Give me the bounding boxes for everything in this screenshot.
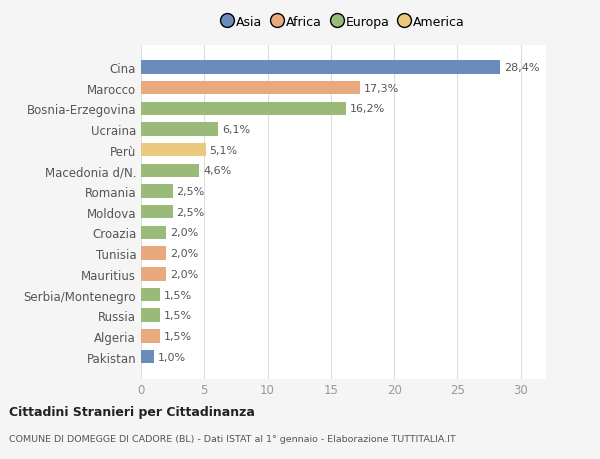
Bar <box>141 309 160 322</box>
Bar <box>141 144 206 157</box>
Bar <box>141 350 154 364</box>
Bar <box>141 82 360 95</box>
Text: 17,3%: 17,3% <box>364 84 399 93</box>
Text: 16,2%: 16,2% <box>350 104 385 114</box>
Bar <box>141 268 166 281</box>
Legend: Asia, Africa, Europa, America: Asia, Africa, Europa, America <box>218 12 469 33</box>
Text: 2,0%: 2,0% <box>170 228 199 238</box>
Text: 2,5%: 2,5% <box>176 187 205 196</box>
Text: 1,5%: 1,5% <box>164 290 192 300</box>
Text: 1,5%: 1,5% <box>164 331 192 341</box>
Text: 1,0%: 1,0% <box>157 352 185 362</box>
Text: 5,1%: 5,1% <box>209 146 238 155</box>
Bar <box>141 123 218 136</box>
Text: 1,5%: 1,5% <box>164 311 192 320</box>
Bar <box>141 226 166 240</box>
Bar <box>141 102 346 116</box>
Bar <box>141 206 173 219</box>
Bar <box>141 61 500 74</box>
Bar <box>141 330 160 343</box>
Text: 6,1%: 6,1% <box>222 125 250 134</box>
Bar <box>141 288 160 302</box>
Bar <box>141 164 199 178</box>
Text: 4,6%: 4,6% <box>203 166 231 176</box>
Text: 2,0%: 2,0% <box>170 249 199 258</box>
Text: 2,5%: 2,5% <box>176 207 205 217</box>
Bar <box>141 247 166 260</box>
Text: COMUNE DI DOMEGGE DI CADORE (BL) - Dati ISTAT al 1° gennaio - Elaborazione TUTTI: COMUNE DI DOMEGGE DI CADORE (BL) - Dati … <box>9 434 456 442</box>
Bar <box>141 185 173 198</box>
Text: 2,0%: 2,0% <box>170 269 199 279</box>
Text: 28,4%: 28,4% <box>504 63 540 73</box>
Text: Cittadini Stranieri per Cittadinanza: Cittadini Stranieri per Cittadinanza <box>9 405 255 419</box>
